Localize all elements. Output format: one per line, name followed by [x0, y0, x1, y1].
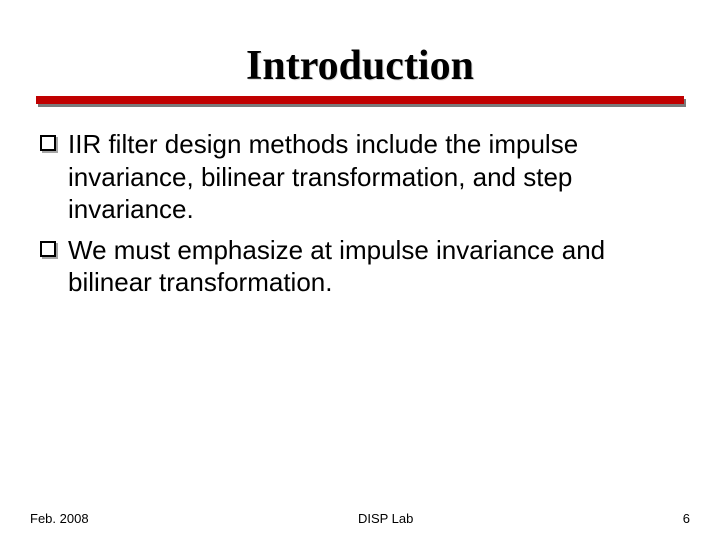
- slide: Introduction IIR filter design methods i…: [0, 0, 720, 540]
- bullet-list: IIR filter design methods include the im…: [30, 122, 690, 299]
- checkbox-bullet-icon: [40, 135, 56, 151]
- title-underline-bar: [36, 96, 684, 104]
- footer-lab: DISP Lab: [358, 511, 413, 526]
- list-item: IIR filter design methods include the im…: [40, 128, 684, 226]
- slide-title: Introduction: [246, 42, 474, 90]
- bullet-text: IIR filter design methods include the im…: [68, 128, 684, 226]
- title-area: Introduction: [30, 42, 690, 90]
- footer-page-number: 6: [683, 511, 690, 526]
- footer-date: Feb. 2008: [30, 511, 89, 526]
- title-underline: [36, 96, 684, 104]
- checkbox-bullet-icon: [40, 241, 56, 257]
- slide-footer: Feb. 2008 DISP Lab 6: [0, 511, 720, 526]
- bullet-text: We must emphasize at impulse invariance …: [68, 234, 684, 299]
- list-item: We must emphasize at impulse invariance …: [40, 234, 684, 299]
